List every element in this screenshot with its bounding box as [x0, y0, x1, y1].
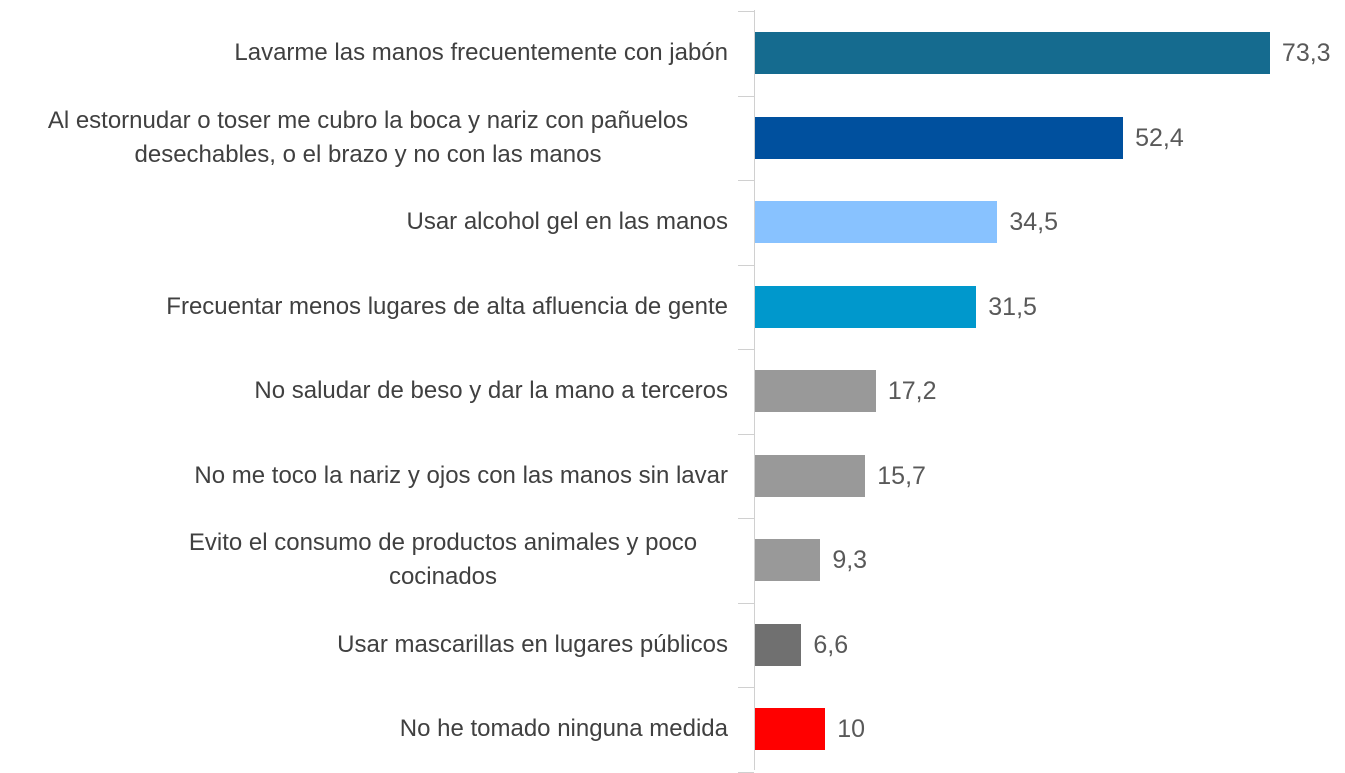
bar: [755, 116, 1124, 159]
bar: [755, 285, 977, 328]
category-axis: [754, 10, 755, 770]
category-label: Usar mascarillas en lugares públicos: [337, 603, 728, 687]
category-label-text: Lavarme las manos frecuentemente con jab…: [234, 39, 728, 66]
axis-tick: [738, 180, 754, 181]
axis-tick: [738, 518, 754, 519]
category-label: No me toco la nariz y ojos con las manos…: [194, 434, 728, 518]
category-label-text: Frecuentar menos lugares de alta afluenc…: [166, 292, 728, 320]
bar: [755, 454, 866, 497]
axis-tick: [738, 264, 754, 266]
category-label-text: Evito el consumo de productos animales y…: [188, 529, 698, 590]
axis-tick: [738, 602, 754, 604]
category-label-text: No saludar de beso y dar la mano a terce…: [254, 377, 728, 404]
category-label-text: Usar mascarillas en lugares públicos: [337, 630, 728, 658]
value-label: 15,7: [877, 461, 926, 490]
value-label: 73,3: [1281, 39, 1331, 68]
axis-tick: [738, 687, 754, 688]
value-label: 52,4: [1135, 123, 1184, 152]
value-label: 10: [837, 715, 866, 744]
category-label: Frecuentar menos lugares de alta afluenc…: [166, 265, 728, 349]
category-label: Usar alcohol gel en las manos: [406, 180, 728, 264]
bar: [755, 370, 876, 413]
category-label-text: Al estornudar o toser me cubro la boca y…: [47, 106, 689, 168]
value-label: 6,6: [813, 630, 849, 659]
axis-tick: [738, 349, 754, 350]
category-label: Evito el consumo de productos animales y…: [158, 518, 728, 602]
value-label: 9,3: [832, 546, 868, 575]
axis-tick: [738, 433, 754, 435]
value-label: 31,5: [988, 292, 1037, 321]
category-label-text: No he tomado ninguna medida: [399, 715, 728, 742]
bar: [755, 32, 1270, 75]
category-label-text: Usar alcohol gel en las manos: [406, 208, 728, 235]
bar: [755, 201, 998, 244]
category-label: Lavarme las manos frecuentemente con jab…: [234, 11, 728, 95]
category-label: Al estornudar o toser me cubro la boca y…: [8, 96, 728, 180]
axis-tick: [738, 95, 754, 97]
category-label: No saludar de beso y dar la mano a terce…: [254, 349, 728, 433]
category-label-text: No me toco la nariz y ojos con las manos…: [194, 461, 728, 489]
axis-tick: [738, 11, 754, 12]
value-label: 34,5: [1009, 208, 1059, 237]
category-label: No he tomado ninguna medida: [400, 687, 728, 771]
value-label: 17,2: [887, 377, 937, 406]
bar: [755, 539, 821, 582]
bar: [755, 708, 826, 751]
bar: [755, 623, 802, 666]
axis-tick: [738, 771, 754, 773]
